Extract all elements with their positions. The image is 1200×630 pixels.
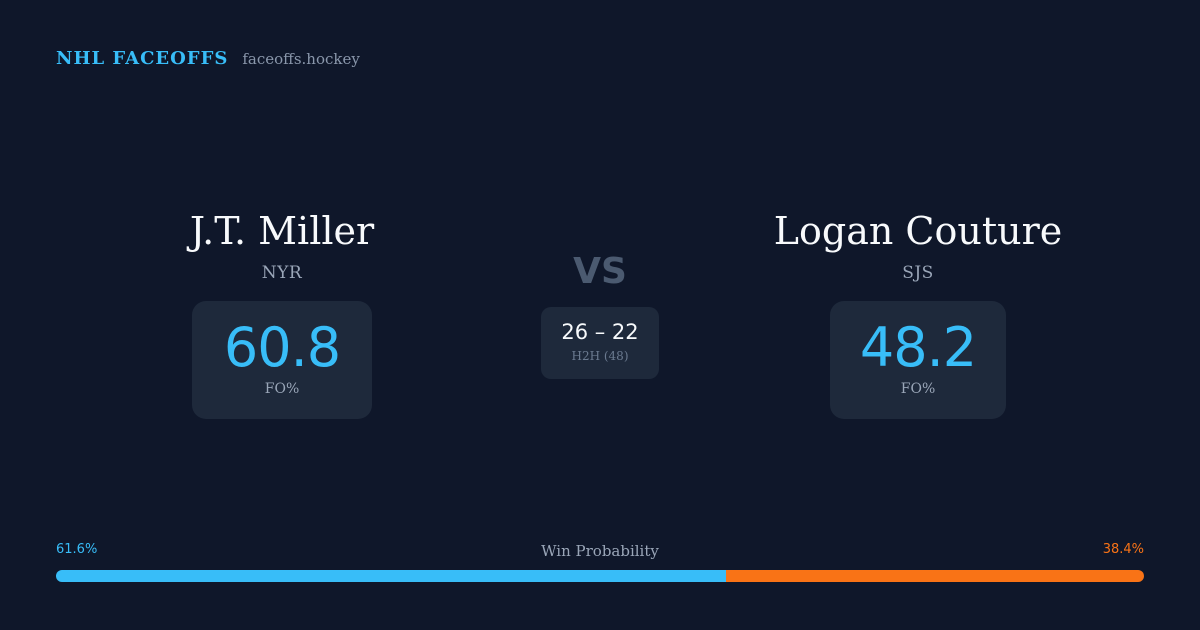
vs-label: VS [573, 251, 627, 292]
brand-title: NHL FACEOFFS [56, 48, 229, 69]
player-left-fo-label: FO% [264, 381, 300, 397]
player-right-name: Logan Couture [773, 209, 1063, 253]
win-probability-labels: 61.6% Win Probability 38.4% [56, 542, 1144, 562]
win-probability-left-fill [56, 570, 727, 582]
player-left-fo-value: 60.8 [223, 316, 341, 379]
player-right-fo-label: FO% [900, 381, 936, 397]
player-left-stat-box: 60.8 FO% [192, 301, 372, 419]
win-probability-title: Win Probability [541, 542, 659, 560]
brand-header: NHL FACEOFFS faceoffs.hockey [56, 48, 360, 69]
player-left-card: J.T. Miller NYR 60.8 FO% [132, 205, 432, 419]
player-right-fo-value: 48.2 [859, 316, 977, 379]
h2h-box: 26 – 22 H2H (48) [541, 307, 659, 379]
h2h-score: 26 – 22 [561, 320, 639, 344]
win-probability-left-value: 61.6% [56, 542, 98, 557]
player-left-team: NYR [261, 263, 303, 283]
player-right-team: SJS [902, 263, 934, 283]
player-right-stat-box: 48.2 FO% [830, 301, 1006, 419]
player-left-name: J.T. Miller [189, 209, 375, 253]
win-probability-bar [56, 570, 1144, 582]
brand-domain: faceoffs.hockey [242, 50, 360, 68]
win-probability-right-value: 38.4% [1102, 542, 1144, 557]
player-right-card: Logan Couture SJS 48.2 FO% [718, 205, 1118, 419]
h2h-label: H2H (48) [571, 349, 629, 363]
win-probability-right-fill [726, 570, 1144, 582]
